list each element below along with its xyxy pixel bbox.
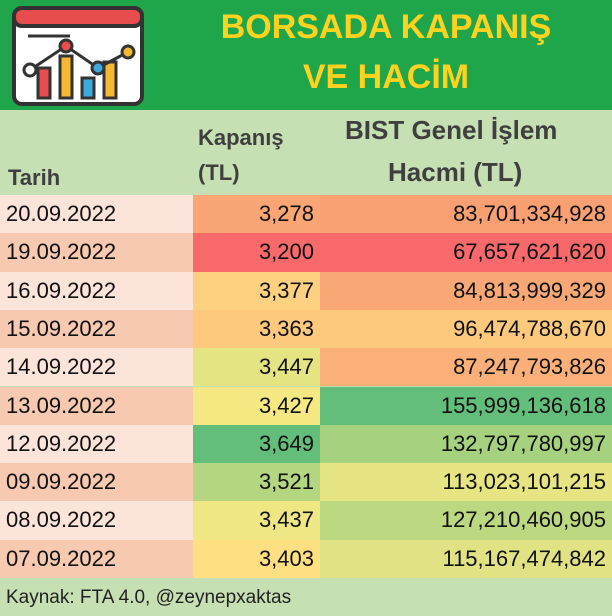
- column-header: Tarih: [8, 165, 61, 190]
- value-cell: 96,474,788,670: [320, 309, 612, 349]
- value-cell: 3,437: [193, 501, 320, 540]
- date-cell: 08.09.2022: [0, 501, 193, 540]
- value-cell: 3,447: [193, 348, 320, 387]
- value-cell: 155,999,136,618: [320, 386, 612, 425]
- value-cell: 83,701,334,928: [320, 195, 612, 234]
- value-cell: 115,167,474,842: [320, 539, 612, 578]
- value-cell: 3,200: [193, 233, 320, 272]
- value-cell: 67,657,621,620: [320, 233, 612, 272]
- value-cell: 3,649: [193, 424, 320, 464]
- value-cell: 3,521: [193, 463, 320, 502]
- value-cell: 3,278: [193, 195, 320, 234]
- column-header: Hacmi (TL): [388, 157, 523, 187]
- date-cell: 13.09.2022: [0, 386, 193, 425]
- value-cell: 84,813,999,329: [320, 271, 612, 310]
- column-header: (TL): [198, 160, 240, 185]
- date-cell: 20.09.2022: [0, 195, 193, 234]
- date-cell: 07.09.2022: [0, 539, 193, 578]
- value-cell: 87,247,793,826: [320, 348, 612, 387]
- column-header: Kapanış: [198, 125, 284, 150]
- value-cell: 3,403: [193, 539, 320, 578]
- value-cell: 127,210,460,905: [320, 501, 612, 540]
- date-cell: 15.09.2022: [0, 309, 193, 349]
- title-banner: BORSADA KAPANIŞ VE HACİM: [0, 0, 612, 110]
- column-header: BIST Genel İşlem: [345, 115, 558, 145]
- value-cell: 132,797,780,997: [320, 424, 612, 464]
- date-cell: 19.09.2022: [0, 233, 193, 272]
- date-cell: 14.09.2022: [0, 348, 193, 387]
- value-cell: 3,363: [193, 309, 320, 349]
- date-cell: 09.09.2022: [0, 463, 193, 502]
- value-cell: 3,377: [193, 271, 320, 310]
- source: Kaynak: FTA 4.0, @zeynepxaktas: [6, 587, 292, 608]
- date-cell: 12.09.2022: [0, 424, 193, 464]
- value-cell: 3,427: [193, 386, 320, 425]
- chart-icon: [12, 6, 144, 106]
- title-line: VE HACİM: [302, 58, 470, 96]
- value-cell: 113,023,101,215: [320, 463, 612, 502]
- date-cell: 16.09.2022: [0, 271, 193, 310]
- title-line: BORSADA KAPANIŞ: [220, 8, 552, 46]
